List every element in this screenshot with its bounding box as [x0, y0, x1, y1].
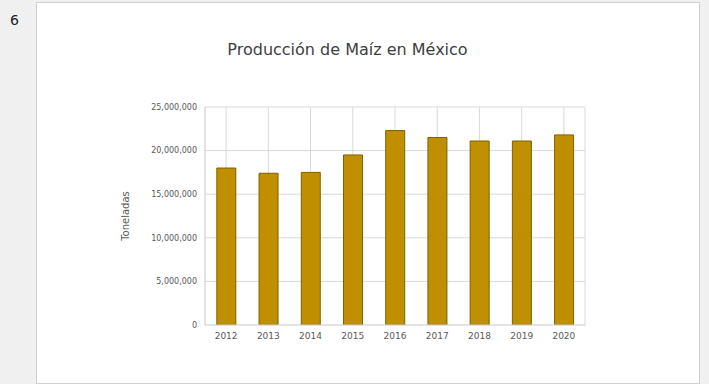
- svg-text:2013: 2013: [257, 331, 280, 341]
- svg-text:Toneladas: Toneladas: [120, 191, 131, 242]
- svg-text:15,000,000: 15,000,000: [151, 190, 197, 199]
- svg-text:0: 0: [192, 321, 197, 330]
- svg-text:5,000,000: 5,000,000: [156, 277, 197, 286]
- svg-text:2016: 2016: [384, 331, 407, 341]
- svg-text:2012: 2012: [215, 331, 238, 341]
- html-text:6: 6: [10, 12, 19, 28]
- svg-text:2019: 2019: [510, 331, 533, 341]
- html-text:Producción de Maíz en México: Producción de Maíz en México: [227, 40, 468, 59]
- svg-text:2014: 2014: [299, 331, 322, 341]
- svg-text:2020: 2020: [552, 331, 575, 341]
- svg-text:2017: 2017: [426, 331, 449, 341]
- svg-text:10,000,000: 10,000,000: [151, 234, 197, 243]
- svg-text:2015: 2015: [341, 331, 364, 341]
- svg-text:2018: 2018: [468, 331, 491, 341]
- svg-text:25,000,000: 25,000,000: [151, 103, 197, 112]
- svg-text:20,000,000: 20,000,000: [151, 146, 197, 155]
